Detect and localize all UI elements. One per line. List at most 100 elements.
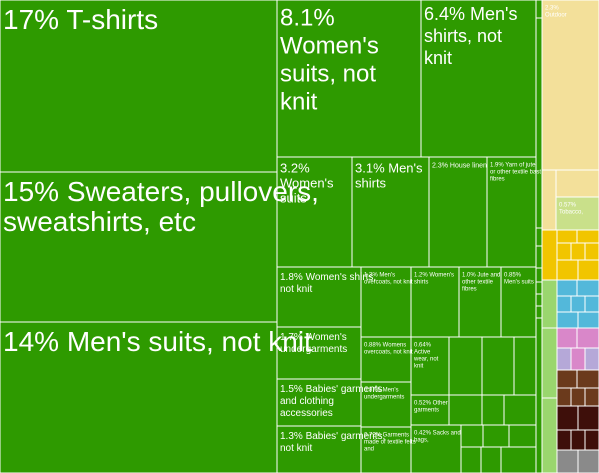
treemap-tile [428, 156, 488, 268]
treemap-tile-unlabeled [576, 229, 599, 244]
treemap-tile-unlabeled [503, 394, 537, 426]
treemap-tile-unlabeled [555, 169, 599, 198]
treemap-tile-unlabeled [460, 446, 482, 473]
treemap-tile-unlabeled [480, 446, 502, 473]
treemap-tile-unlabeled [541, 169, 557, 231]
treemap-tile-label: 0.85% Men's suits [504, 272, 534, 285]
treemap-tile-unlabeled [500, 446, 537, 473]
treemap-tile [410, 266, 460, 338]
treemap-tile-unlabeled [584, 347, 599, 371]
treemap-tile-label: 1.2% Women's shirts [414, 272, 454, 285]
treemap-tile-unlabeled [584, 242, 599, 261]
treemap-tile-unlabeled [556, 429, 572, 451]
treemap-tile-label: 1.3% Men's overcoats, not knit [364, 272, 413, 285]
treemap-tile [360, 266, 412, 338]
treemap-tile [486, 156, 537, 268]
treemap-tile-unlabeled [481, 336, 515, 396]
treemap-tile [360, 426, 412, 473]
treemap-tile-unlabeled [570, 295, 586, 313]
treemap-tile [458, 266, 502, 338]
treemap-tile [360, 336, 412, 383]
treemap-tile-label: 0.42% Sacks and bags, [414, 430, 461, 443]
treemap-tile-label: 1.0% Jute and other textile fibres [462, 272, 500, 292]
labels-layer: 17% T-shirts 15% Sweaters, pullovers, swea… [3, 4, 583, 454]
treemap-tile [0, 171, 278, 323]
treemap-tile-unlabeled [513, 336, 537, 396]
treemap-tile-unlabeled [481, 394, 505, 426]
treemap-tile [276, 378, 362, 427]
treemap-tile-unlabeled [556, 369, 578, 389]
treemap-tile-label: 1.8% Women's shirts, not knit [280, 272, 376, 295]
treemap-tile-label: 2.3% House linen [432, 162, 487, 169]
treemap-tile-label: 17% T-shirts [3, 4, 158, 35]
treemap-tile-unlabeled [556, 311, 579, 329]
treemap-tile-unlabeled [508, 424, 537, 448]
treemap-tile-label: 0.52% Other garments [414, 400, 448, 413]
treemap-tile-unlabeled [541, 397, 558, 473]
treemap-tile-unlabeled [535, 267, 543, 283]
treemap-tile-unlabeled [535, 245, 543, 269]
treemap-tile-label: 2.3% Outdoor [545, 5, 567, 18]
treemap-tile-unlabeled [556, 405, 579, 431]
treemap-tile-label: 1.3% Babies' garments, not knit [280, 431, 385, 454]
treemap-tile-unlabeled [556, 279, 578, 297]
treemap-tile-unlabeled [535, 227, 543, 247]
treemap-tile-label: 0.72% Garments made of textile felts and [364, 432, 416, 452]
treemap-tile-unlabeled [556, 347, 572, 371]
treemap-tile-label: 0.57% Tobacco, [559, 202, 583, 215]
treemap-tile [555, 196, 599, 231]
treemap-tile-unlabeled [448, 394, 483, 426]
treemap-tile-label: 6.4% Men's shirts, not knit [424, 4, 517, 68]
treemap-tile-label: 1.9% Yarn of jute or other textile bast fi… [490, 162, 541, 182]
treemap-tile-unlabeled [570, 242, 586, 261]
treemap-tile-unlabeled [535, 17, 543, 229]
treemap-tile-unlabeled [556, 387, 572, 407]
treemap-tile-unlabeled [556, 229, 578, 244]
treemap-tile-unlabeled [541, 279, 558, 329]
treemap-tile-unlabeled [576, 279, 599, 297]
treemap-tile-label: 8.1% Women's suits, not knit [280, 5, 379, 116]
treemap-tile-unlabeled [584, 295, 599, 313]
treemap-tile-unlabeled [570, 387, 586, 407]
treemap-tile-unlabeled [577, 449, 599, 473]
treemap-tile [410, 424, 462, 473]
treemap-tile-unlabeled [482, 424, 510, 448]
treemap-tile [500, 266, 537, 338]
treemap-tile-unlabeled [556, 295, 572, 313]
treemap-tile-label: 1.5% Babies' garments and clothing accesso… [280, 384, 383, 419]
treemap-tile-label: 0.87% Men's undergarments [364, 387, 404, 400]
treemap-tile-unlabeled [556, 242, 572, 261]
treemap-tile-label: 1.7% Women's undergarments [280, 332, 347, 355]
treemap-tile-unlabeled [556, 327, 578, 349]
treemap-tile-unlabeled [556, 259, 579, 281]
treemap-tile-unlabeled [576, 327, 599, 349]
treemap-tile-unlabeled [541, 229, 558, 281]
treemap-tile [541, 0, 599, 171]
treemap-tile [0, 321, 278, 473]
treemap-tile-unlabeled [535, 281, 543, 295]
treemap-tile [276, 156, 353, 268]
treemap-tile-unlabeled [535, 317, 543, 473]
treemap-tile-unlabeled [584, 429, 599, 451]
treemap-tile-unlabeled [577, 259, 599, 281]
treemap-tile [410, 336, 450, 396]
treemap-tile-label: 3.1% Men's shirts [355, 161, 423, 191]
treemap-tile-unlabeled [535, 305, 543, 319]
treemap-tile-unlabeled [541, 327, 558, 399]
treemap-tile-label: 15% Sweaters, pullovers, sweatshirts, etc [3, 176, 319, 237]
treemap-tile [420, 0, 537, 158]
treemap-tile-unlabeled [460, 424, 484, 448]
treemap-tile [360, 381, 412, 428]
treemap-tile-label: 0.64% Active wear, not knit [413, 342, 439, 369]
treemap-tile-unlabeled [577, 405, 599, 431]
treemap-tile-unlabeled [570, 429, 586, 451]
treemap-tile-unlabeled [570, 347, 586, 371]
treemap-tile-unlabeled [535, 293, 543, 307]
treemap-tile-unlabeled [535, 0, 543, 19]
treemap-tile [276, 266, 362, 328]
treemap-tile-unlabeled [577, 311, 599, 329]
treemap-tile-label: 3.2% Women's suits [280, 161, 334, 206]
treemap-tile-label: 14% Men's suits, not knit [3, 326, 312, 357]
